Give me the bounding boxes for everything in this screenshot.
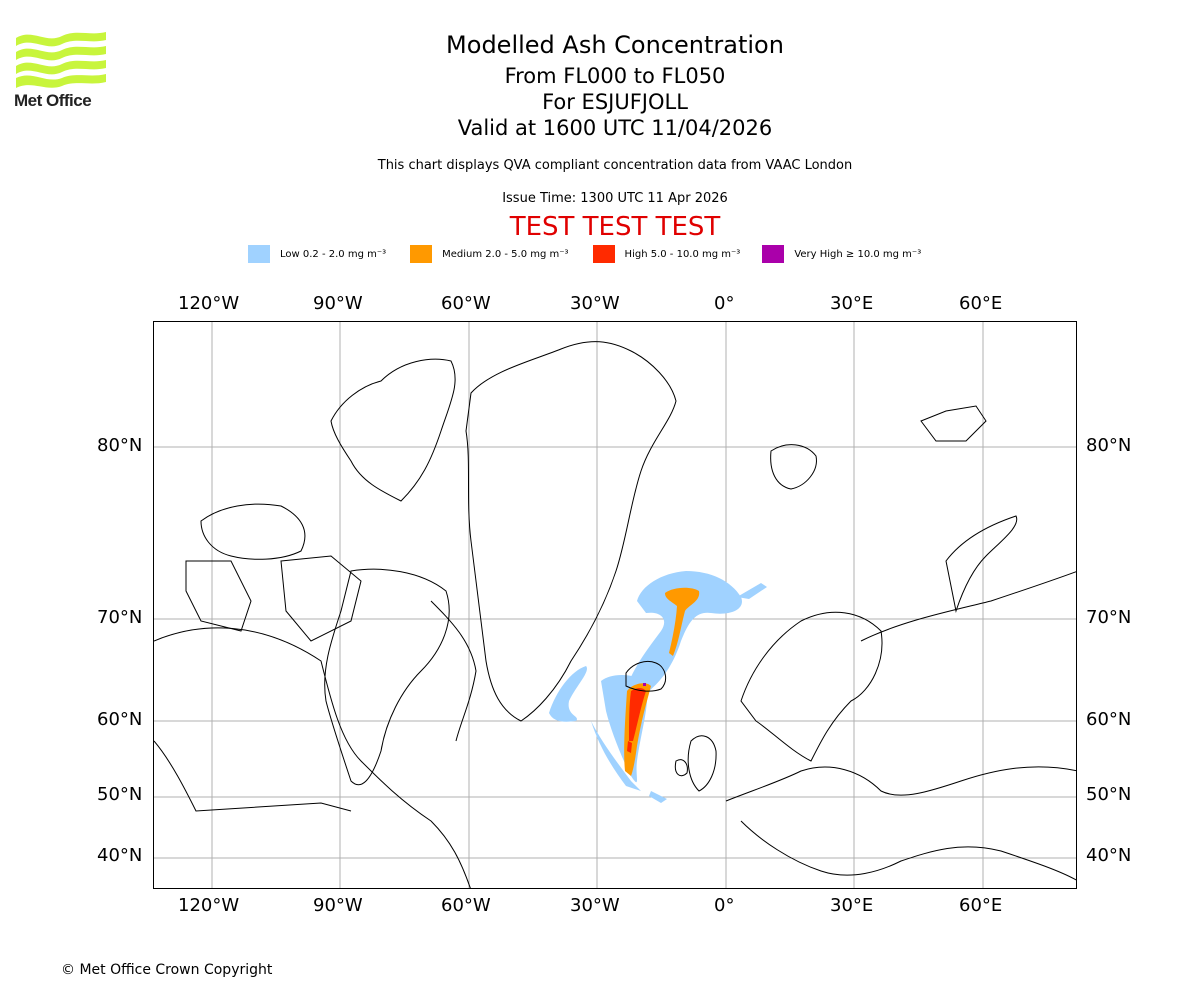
legend-label-low: Low 0.2 - 2.0 mg m⁻³ xyxy=(280,248,387,260)
lon-tick-top-120w: 120°W xyxy=(178,293,240,314)
map-canvas xyxy=(154,322,1076,888)
lon-tick-bottom-90w: 90°W xyxy=(313,895,363,916)
lon-tick-bottom-60w: 60°W xyxy=(441,895,491,916)
legend-label-medium: Medium 2.0 - 5.0 mg m⁻³ xyxy=(442,248,569,260)
flight-level-range: From FL000 to FL050 xyxy=(504,64,726,88)
lat-tick-right-80n: 80°N xyxy=(1086,435,1132,456)
ash-high-region xyxy=(627,688,646,753)
wave-logo-icon xyxy=(16,32,106,88)
lon-tick-top-0: 0° xyxy=(714,293,735,314)
ash-low-region xyxy=(549,571,767,803)
coastlines xyxy=(154,341,1076,888)
lat-tick-right-60n: 60°N xyxy=(1086,709,1132,730)
legend-item-high: High 5.0 - 10.0 mg m⁻³ xyxy=(592,245,741,263)
valid-time: Valid at 1600 UTC 11/04/2026 xyxy=(457,116,773,140)
copyright-notice: © Met Office Crown Copyright xyxy=(61,962,273,978)
legend-swatch-medium xyxy=(410,245,433,263)
legend-item-low: Low 0.2 - 2.0 mg m⁻³ xyxy=(248,245,386,263)
legend-swatch-high xyxy=(592,245,615,263)
legend-swatch-very-high xyxy=(762,245,785,263)
lon-tick-top-60w: 60°W xyxy=(441,293,491,314)
lon-tick-top-90w: 90°W xyxy=(313,293,363,314)
lon-tick-top-60e: 60°E xyxy=(959,293,1003,314)
legend-label-high: High 5.0 - 10.0 mg m⁻³ xyxy=(624,248,741,260)
concentration-legend: Low 0.2 - 2.0 mg m⁻³ Medium 2.0 - 5.0 mg… xyxy=(248,244,921,264)
lon-tick-bottom-60e: 60°E xyxy=(959,895,1003,916)
lat-tick-left-60n: 60°N xyxy=(97,709,143,730)
lon-tick-top-30w: 30°W xyxy=(570,293,620,314)
lon-tick-bottom-30w: 30°W xyxy=(570,895,620,916)
ash-very-high-region xyxy=(643,683,646,686)
met-office-logo xyxy=(12,30,108,112)
lat-tick-left-80n: 80°N xyxy=(97,435,143,456)
issue-time: Issue Time: 1300 UTC 11 Apr 2026 xyxy=(502,191,728,206)
lon-tick-bottom-120w: 120°W xyxy=(178,895,240,916)
lat-tick-right-70n: 70°N xyxy=(1086,607,1132,628)
lat-tick-right-50n: 50°N xyxy=(1086,784,1132,805)
ash-map[interactable] xyxy=(153,321,1077,889)
volcano-name: For ESJUFJOLL xyxy=(542,90,688,114)
logo-text: Met Office xyxy=(14,91,92,110)
lat-tick-left-70n: 70°N xyxy=(97,607,143,628)
lat-tick-left-50n: 50°N xyxy=(97,784,143,805)
legend-item-medium: Medium 2.0 - 5.0 mg m⁻³ xyxy=(410,245,569,263)
chart-title: Modelled Ash Concentration xyxy=(446,31,784,59)
graticule xyxy=(154,322,1076,888)
lon-tick-bottom-30e: 30°E xyxy=(830,895,874,916)
lon-tick-bottom-0: 0° xyxy=(714,895,735,916)
lat-tick-right-40n: 40°N xyxy=(1086,845,1132,866)
legend-label-very-high: Very High ≥ 10.0 mg m⁻³ xyxy=(794,248,922,260)
chart-description: This chart displays QVA compliant concen… xyxy=(377,158,853,173)
lat-tick-left-40n: 40°N xyxy=(97,845,143,866)
legend-item-very-high: Very High ≥ 10.0 mg m⁻³ xyxy=(762,245,921,263)
lon-tick-top-30e: 30°E xyxy=(830,293,874,314)
legend-swatch-low xyxy=(248,245,270,263)
test-banner: TEST TEST TEST xyxy=(509,212,721,242)
